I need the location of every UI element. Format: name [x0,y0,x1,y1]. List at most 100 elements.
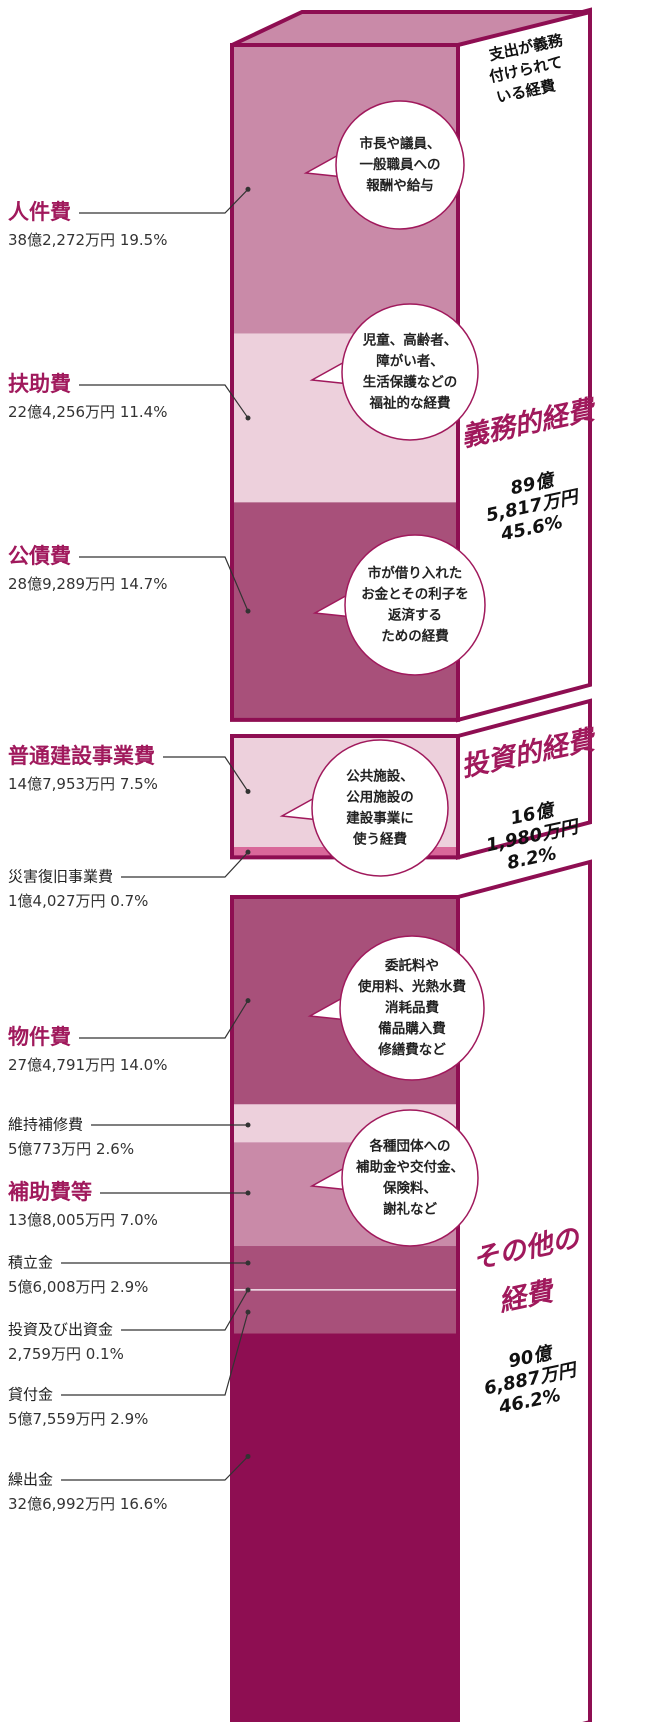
leader-dot [245,186,251,192]
item-amount: 2,759万円 0.1% [8,1345,124,1363]
bubble-text: 一般職員への [360,156,441,173]
leader-line [79,384,249,419]
percent: 0.1% [86,1345,124,1363]
amount: 14億7,953万円 [8,775,115,793]
item-amount: 1億4,027万円 0.7% [8,892,148,910]
bubble-text: 市が借り入れた [368,565,463,582]
bubble [339,935,485,1081]
percent: 0.7% [110,892,148,910]
leader-line [163,756,249,792]
item-amount: 5億6,008万円 2.9% [8,1278,148,1296]
bubble-text: 補助金や交付金、 [355,1159,464,1176]
leader-dot [245,415,251,421]
percent: 14.7% [120,575,168,593]
bubble [335,100,465,230]
bubble-text: 保険料、 [382,1180,437,1197]
percent: 7.0% [120,1211,158,1229]
bubble-seam [316,798,324,818]
leader-dot [245,849,251,855]
bubble-seam [346,362,354,382]
amount: 32億6,992万円 [8,1495,115,1513]
item-name: 災害復旧事業費 [8,868,113,886]
item-amount: 13億8,005万円 7.0% [8,1211,158,1229]
bubble-text: 生活保護などの [363,374,458,391]
group-outline [230,895,460,1722]
bubble-text: ための経費 [381,628,449,645]
leader-line [79,188,249,214]
bubble [341,303,479,441]
item-amount: 5億7,559万円 2.9% [8,1410,148,1428]
item-name: 物件費 [8,1025,71,1049]
amount: 1億4,027万円 [8,892,106,910]
bubble-seam [340,155,348,175]
item-name: 繰出金 [8,1471,53,1489]
percent: 16.6% [120,1495,168,1513]
amount: 5億7,559万円 [8,1410,106,1428]
bubble-text: 報酬や給与 [366,177,434,194]
bubble-text: 返済する [388,607,442,624]
percent: 2.9% [110,1410,148,1428]
bubble [341,1109,479,1247]
segment [232,1290,458,1334]
item-name: 積立金 [8,1254,53,1272]
leader-dot [245,1260,251,1266]
bubble-text: 委託料や [384,957,439,974]
leader-dot [245,1122,251,1128]
leader-line [61,1311,249,1396]
leader-dot [245,1309,251,1315]
amount: 27億4,791万円 [8,1056,115,1074]
amount: 38億2,272万円 [8,231,115,249]
leader-line [79,556,249,612]
segment [232,1333,458,1580]
amount: 5億773万円 [8,1140,91,1158]
leader-dot [245,1287,251,1293]
bubble-text: 使う経費 [352,831,407,848]
percent: 19.5% [120,231,168,249]
amount: 13億8,005万円 [8,1211,115,1229]
leader-dot [245,608,251,614]
segment [232,1289,458,1291]
percent: 7.5% [120,775,158,793]
item-amount: 22億4,256万円 11.4% [8,403,167,421]
amount: 2,759万円 [8,1345,81,1363]
bubble [311,739,449,877]
item-name: 貸付金 [8,1386,53,1404]
item-name: 普通建設事業費 [8,744,155,768]
item-amount: 28億9,289万円 14.7% [8,575,167,593]
item-amount: 27億4,791万円 14.0% [8,1056,167,1074]
leader-dot [245,1190,251,1196]
segment [232,1246,458,1290]
item-name: 人件費 [8,200,71,224]
item-name: 投資及び出資金 [8,1321,113,1339]
bubble-text: 使用料、光熱水費 [357,978,466,995]
leader-line [121,851,249,878]
amount: 5億6,008万円 [8,1278,106,1296]
leader-line [61,1456,249,1481]
item-name: 公債費 [8,544,71,568]
bubble-seam [346,1168,354,1188]
leader-line [79,1000,249,1039]
item-amount: 38億2,272万円 19.5% [8,231,167,249]
bubble-seam [349,595,357,615]
bubble-text: 謝礼など [383,1201,437,1218]
percent: 2.9% [110,1278,148,1296]
bubble-text: 消耗品費 [385,999,439,1016]
bubble-text: 建設事業に [345,810,414,827]
leader-dot [245,1453,251,1459]
bubble-text: 各種団体への [369,1138,451,1155]
bubble [344,534,486,676]
leader-dot [245,998,251,1004]
bubble-text: 福祉的な経費 [369,395,451,412]
amount: 28億9,289万円 [8,575,115,593]
item-name: 維持補修費 [8,1116,83,1134]
leader-line [121,1289,249,1331]
bubble-seam [344,998,352,1018]
item-amount: 14億7,953万円 7.5% [8,775,158,793]
bubble-text: 市長や議員、 [360,135,441,152]
bubble-text: 障がい者、 [376,353,444,370]
bubble-text: お金とその利子を [361,586,469,603]
bubble-text: 修繕費など [377,1041,446,1058]
item-name: 扶助費 [8,372,71,396]
bubble-text: 公用施設の [346,789,414,806]
